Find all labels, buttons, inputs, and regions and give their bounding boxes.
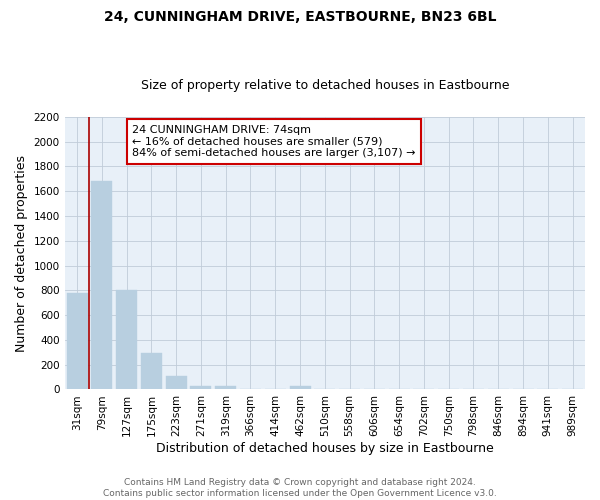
Text: Contains HM Land Registry data © Crown copyright and database right 2024.
Contai: Contains HM Land Registry data © Crown c… bbox=[103, 478, 497, 498]
Text: 24 CUNNINGHAM DRIVE: 74sqm
← 16% of detached houses are smaller (579)
84% of sem: 24 CUNNINGHAM DRIVE: 74sqm ← 16% of deta… bbox=[133, 125, 416, 158]
Bar bbox=[166, 376, 187, 390]
Bar bbox=[215, 386, 236, 390]
Text: 24, CUNNINGHAM DRIVE, EASTBOURNE, BN23 6BL: 24, CUNNINGHAM DRIVE, EASTBOURNE, BN23 6… bbox=[104, 10, 496, 24]
Bar bbox=[91, 181, 112, 390]
Y-axis label: Number of detached properties: Number of detached properties bbox=[15, 154, 28, 352]
Bar bbox=[141, 353, 162, 390]
Bar bbox=[116, 290, 137, 390]
X-axis label: Distribution of detached houses by size in Eastbourne: Distribution of detached houses by size … bbox=[156, 442, 494, 455]
Bar bbox=[67, 293, 88, 390]
Title: Size of property relative to detached houses in Eastbourne: Size of property relative to detached ho… bbox=[140, 79, 509, 92]
Bar bbox=[190, 386, 211, 390]
Bar bbox=[290, 386, 311, 390]
